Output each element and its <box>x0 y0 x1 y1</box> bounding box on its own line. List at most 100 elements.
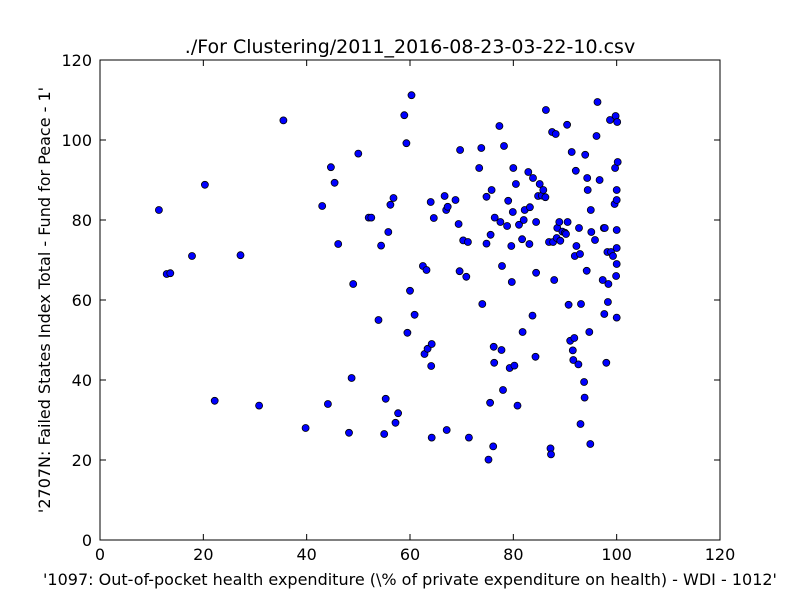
data-point <box>499 386 507 394</box>
data-point <box>613 118 622 126</box>
x-tick-label: 0 <box>95 545 105 564</box>
data-point <box>532 268 540 277</box>
data-point <box>500 142 508 150</box>
x-tick-label: 120 <box>705 545 736 564</box>
data-point <box>612 196 621 204</box>
data-point <box>604 280 613 288</box>
data-point <box>279 116 288 125</box>
data-point <box>519 216 528 224</box>
data-point <box>490 213 499 222</box>
data-point <box>532 218 540 226</box>
data-point <box>518 235 526 244</box>
data-point <box>440 192 449 200</box>
data-point <box>513 401 522 410</box>
data-point <box>442 426 451 434</box>
data-point <box>562 230 570 238</box>
data-point <box>403 328 412 337</box>
data-point <box>484 455 493 464</box>
data-point <box>210 396 219 405</box>
x-tick-label: 80 <box>503 545 523 564</box>
data-point <box>402 139 411 148</box>
data-point <box>427 433 436 442</box>
data-point <box>318 202 327 210</box>
data-point <box>547 450 555 459</box>
data-point <box>612 272 620 280</box>
data-point <box>609 252 617 260</box>
data-point <box>525 240 534 248</box>
data-point <box>166 269 175 278</box>
data-point <box>456 146 465 154</box>
data-point <box>427 340 436 348</box>
data-point <box>583 174 592 182</box>
data-point <box>586 440 595 448</box>
data-point <box>593 98 602 106</box>
data-point <box>255 401 264 410</box>
data-point <box>380 430 389 438</box>
data-point <box>154 206 163 214</box>
data-point <box>478 300 487 308</box>
data-point <box>330 178 339 187</box>
data-point <box>384 228 393 236</box>
data-point <box>509 164 518 172</box>
data-point <box>551 130 560 138</box>
data-point <box>482 192 491 201</box>
data-point <box>598 276 607 284</box>
data-point <box>503 222 512 230</box>
plot-area-frame <box>99 59 721 541</box>
data-point <box>464 433 473 442</box>
y-tick-label: 80 <box>72 211 92 230</box>
y-tick-label: 40 <box>72 371 92 390</box>
data-point <box>498 262 506 270</box>
x-tick-label: 20 <box>193 545 213 564</box>
data-point <box>564 300 573 309</box>
y-axis-label: '2707N: Failed States Index Total - Fund… <box>35 87 54 513</box>
data-point <box>539 186 548 194</box>
data-point <box>612 186 621 194</box>
data-point <box>463 238 472 246</box>
data-point <box>612 226 621 234</box>
data-point <box>563 218 572 226</box>
data-point <box>518 328 527 336</box>
data-point <box>354 149 363 158</box>
data-point <box>508 208 517 216</box>
data-point <box>612 260 621 268</box>
data-point <box>606 116 614 124</box>
data-point <box>612 313 621 322</box>
data-point <box>512 180 520 188</box>
data-point <box>569 356 578 364</box>
data-point <box>454 220 463 228</box>
data-point <box>490 358 499 367</box>
data-point <box>567 148 576 156</box>
data-point <box>410 310 419 319</box>
data-point <box>574 360 583 369</box>
data-point <box>496 218 505 226</box>
data-point <box>576 250 584 258</box>
y-tick-label: 0 <box>82 531 92 550</box>
data-point <box>580 393 589 402</box>
data-point <box>406 286 414 295</box>
data-point <box>568 346 577 355</box>
data-point <box>188 252 196 260</box>
data-point <box>563 120 571 129</box>
data-point <box>595 176 604 184</box>
data-point <box>604 298 612 306</box>
data-point <box>381 394 390 403</box>
data-point <box>542 106 550 114</box>
data-point <box>528 311 537 320</box>
data-point <box>580 378 588 386</box>
data-point <box>507 242 516 250</box>
data-point <box>612 244 621 252</box>
data-point <box>531 352 540 361</box>
data-point <box>451 196 460 204</box>
data-point <box>497 346 506 354</box>
x-tick-label: 60 <box>400 545 420 564</box>
data-point <box>367 213 376 222</box>
points-layer <box>154 91 622 464</box>
ticks-layer: 0 20 40 60 80 100 120 0 20 40 60 80 100 120 <box>61 51 735 564</box>
data-point <box>555 218 564 226</box>
data-point <box>600 224 609 232</box>
data-point <box>477 144 486 152</box>
data-point <box>374 316 383 324</box>
